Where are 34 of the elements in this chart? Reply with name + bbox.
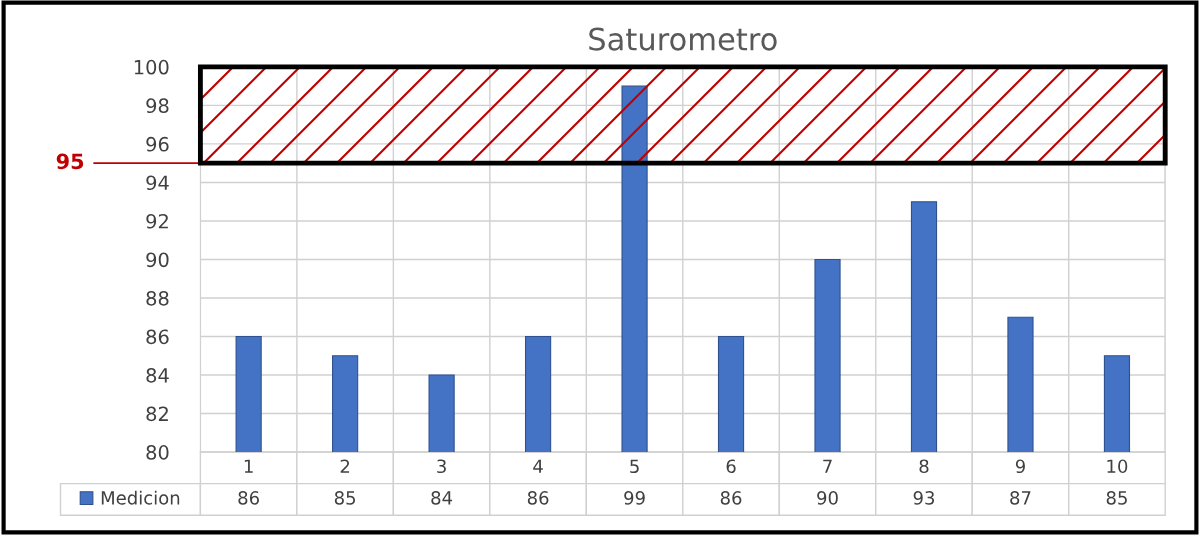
- x-tick-label: 3: [437, 459, 446, 474]
- y-tick-label: 80: [146, 445, 169, 460]
- ref-line-label: 95: [56, 153, 84, 170]
- y-tick-label: 94: [146, 175, 169, 191]
- chart-title: Saturometro: [589, 27, 777, 51]
- data-label: 87: [1010, 491, 1031, 505]
- y-tick-label: 90: [146, 252, 169, 268]
- x-tick-label: 1: [244, 459, 253, 473]
- y-tick-label: 82: [146, 406, 168, 422]
- data-label: 86: [720, 491, 742, 505]
- data-label: 86: [238, 491, 259, 505]
- data-label: 84: [431, 491, 453, 505]
- data-label: 90: [817, 491, 838, 505]
- y-tick-label: 84: [146, 367, 169, 383]
- data-label: 86: [527, 491, 549, 505]
- y-tick-label: 92: [146, 213, 168, 229]
- x-tick-label: 6: [726, 459, 736, 474]
- y-tick-label: 86: [146, 329, 169, 345]
- x-tick-label: 7: [823, 459, 832, 473]
- x-tick-label: 8: [919, 459, 929, 474]
- data-label: 99: [624, 491, 645, 505]
- data-label: 85: [1106, 491, 1127, 505]
- y-tick-label: 88: [146, 290, 169, 306]
- data-label: 93: [913, 491, 935, 505]
- x-tick-label: 10: [1107, 459, 1128, 474]
- legend-label: Medicion: [101, 490, 180, 505]
- y-tick-label: 100: [134, 59, 169, 75]
- x-tick-label: 9: [1015, 459, 1025, 474]
- y-tick-label: 96: [146, 136, 169, 152]
- x-tick-label: 5: [630, 459, 639, 474]
- x-tick-label: 2: [340, 459, 350, 473]
- x-tick-label: 4: [533, 459, 543, 473]
- data-label: 85: [334, 491, 356, 505]
- y-tick-label: 98: [146, 98, 169, 114]
